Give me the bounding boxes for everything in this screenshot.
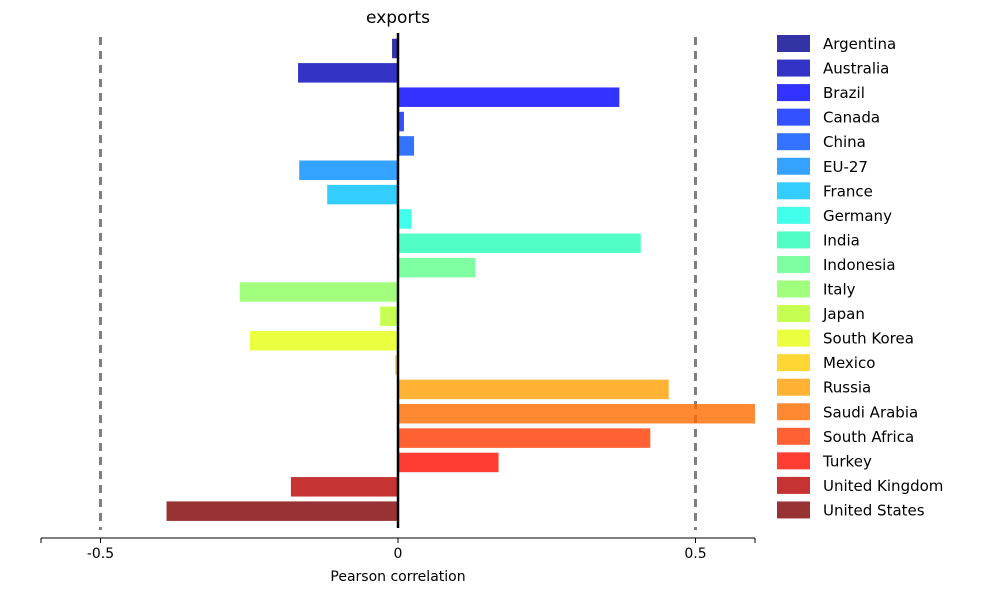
legend-swatch <box>777 84 810 102</box>
legend-swatch <box>777 231 810 249</box>
legend: Argentina Australia Brazil Canada China EU-27… <box>777 35 943 519</box>
legend-swatch <box>777 378 810 396</box>
legend-label: South Korea <box>823 330 914 348</box>
legend-swatch <box>777 255 810 273</box>
legend-swatch <box>777 305 810 323</box>
legend-label: Argentina <box>823 35 896 53</box>
legend-label: EU-27 <box>823 158 868 176</box>
bar-japan <box>380 306 398 327</box>
bar-turkey <box>398 452 499 473</box>
legend-swatch <box>777 329 810 347</box>
bar-eu-27 <box>299 160 398 180</box>
legend-swatch <box>777 476 810 494</box>
bar-germany <box>398 209 412 229</box>
bar-mexico <box>395 355 398 375</box>
legend-label: South Africa <box>823 428 914 446</box>
legend-swatch <box>777 133 810 151</box>
bar-united-kingdom <box>290 477 398 497</box>
legend-swatch <box>777 452 810 470</box>
legend-label: Indonesia <box>823 256 896 274</box>
bar-china <box>398 136 415 156</box>
x-tick-label: -0.5 <box>87 546 114 562</box>
bar-india <box>398 233 641 254</box>
bar-united-states <box>166 501 398 521</box>
bar-south-africa <box>398 428 651 448</box>
bars <box>166 38 755 521</box>
bar-south-korea <box>249 330 398 351</box>
legend-label: Russia <box>823 379 871 397</box>
legend-swatch <box>777 182 810 200</box>
x-axis-title: Pearson correlation <box>330 569 465 585</box>
legend-swatch <box>777 427 810 445</box>
legend-label: Australia <box>823 60 889 78</box>
bar-brazil <box>398 87 620 107</box>
legend-swatch <box>777 354 810 372</box>
legend-swatch <box>777 157 810 175</box>
x-tick-label: 0 <box>394 546 403 562</box>
legend-label: Brazil <box>823 84 865 102</box>
bar-australia <box>298 63 398 83</box>
legend-label: United States <box>823 501 925 519</box>
x-axis-ticks: -0.5 0 0.5 <box>40 538 756 562</box>
bar-saudi-arabia <box>398 404 755 424</box>
bar-italy <box>239 282 398 302</box>
legend-label: United Kingdom <box>823 477 943 495</box>
legend-swatch <box>777 108 810 126</box>
legend-label: China <box>823 133 866 151</box>
x-tick-label: 0.5 <box>684 546 706 562</box>
legend-label: Mexico <box>823 354 875 372</box>
bar-canada <box>398 111 404 132</box>
legend-swatch <box>777 206 810 224</box>
legend-swatch <box>777 403 810 421</box>
legend-label: Japan <box>822 305 865 323</box>
legend-swatch <box>777 59 810 77</box>
legend-label: Germany <box>823 207 892 225</box>
bar-indonesia <box>398 257 476 278</box>
legend-label: Saudi Arabia <box>823 403 918 421</box>
bar-argentina <box>392 38 398 59</box>
chart-title: exports <box>366 8 430 28</box>
legend-swatch <box>777 35 810 52</box>
bar-france <box>327 184 398 205</box>
legend-label: France <box>823 182 873 200</box>
legend-label: India <box>823 231 860 249</box>
legend-label: Italy <box>823 281 856 299</box>
legend-label: Turkey <box>822 452 872 470</box>
legend-swatch <box>777 501 810 519</box>
legend-swatch <box>777 280 810 298</box>
legend-label: Canada <box>823 109 880 127</box>
bar-russia <box>398 379 669 400</box>
reference-lines <box>99 37 697 530</box>
